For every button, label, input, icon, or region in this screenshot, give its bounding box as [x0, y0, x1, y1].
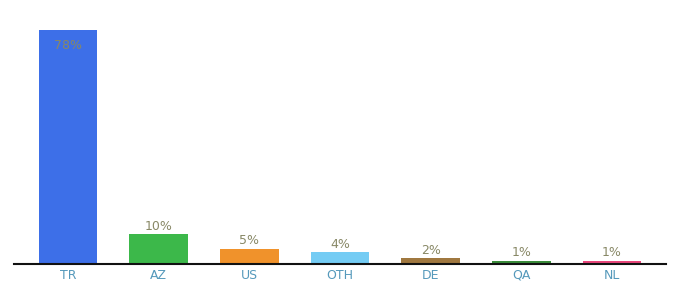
Bar	[401, 258, 460, 264]
Text: 78%: 78%	[54, 39, 82, 52]
Bar	[492, 261, 551, 264]
Text: 2%: 2%	[421, 244, 441, 256]
Bar	[129, 234, 188, 264]
Bar	[220, 249, 279, 264]
Bar	[583, 261, 641, 264]
Text: 10%: 10%	[145, 220, 173, 232]
Text: 5%: 5%	[239, 235, 259, 248]
Text: 1%: 1%	[602, 247, 622, 260]
Text: 1%: 1%	[511, 247, 531, 260]
Bar	[311, 252, 369, 264]
Bar	[39, 30, 97, 264]
Text: 4%: 4%	[330, 238, 350, 250]
